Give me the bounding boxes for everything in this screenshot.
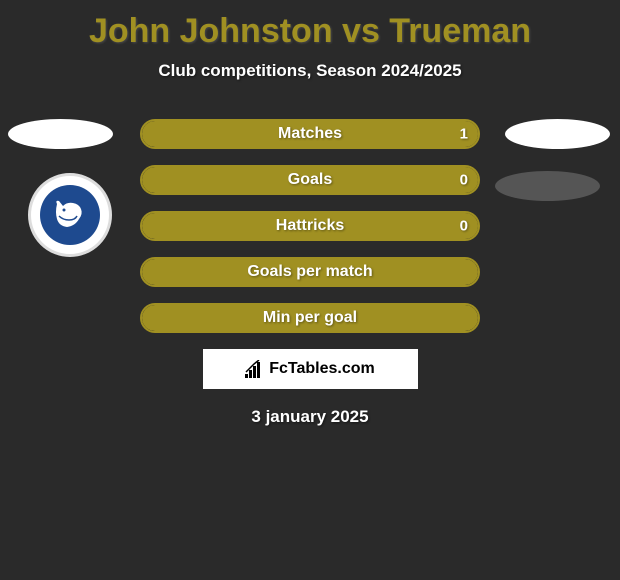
- footer-date: 3 january 2025: [0, 407, 620, 427]
- page-title: John Johnston vs Trueman: [0, 0, 620, 51]
- footer-brand-text: FcTables.com: [269, 360, 375, 378]
- subtitle: Club competitions, Season 2024/2025: [0, 61, 620, 81]
- stat-row: Goals 0: [140, 165, 480, 195]
- player-right-placeholder-1: [505, 119, 610, 149]
- player-right-placeholder-2: [495, 171, 600, 201]
- stat-row: Hattricks 0: [140, 211, 480, 241]
- content-area: CHESTER FOOTBALL CLUB Matches1Goals0Hatt…: [0, 119, 620, 427]
- stat-value: 1: [460, 126, 468, 143]
- stat-label: Goals per match: [247, 263, 372, 281]
- stat-value: 0: [460, 172, 468, 189]
- wolf-icon: [49, 194, 91, 236]
- footer-brand-box[interactable]: FcTables.com: [203, 349, 418, 389]
- stat-rows: Matches 1 Goals 0 Hattricks 0 Goals per match M…: [140, 119, 480, 333]
- player-left-placeholder: [8, 119, 113, 149]
- stat-row: Min per goal: [140, 303, 480, 333]
- club-badge-inner: [40, 185, 100, 245]
- stat-label: Hattricks: [276, 217, 344, 235]
- stat-label: Min per goal: [263, 309, 357, 327]
- club-badge: CHESTER FOOTBALL CLUB: [28, 173, 112, 257]
- stat-row: Matches 1: [140, 119, 480, 149]
- chart-icon: [245, 360, 265, 378]
- stat-label: Goals: [288, 171, 332, 189]
- stat-value: 0: [460, 218, 468, 235]
- stat-row: Goals per match: [140, 257, 480, 287]
- stat-label: Matches: [278, 125, 342, 143]
